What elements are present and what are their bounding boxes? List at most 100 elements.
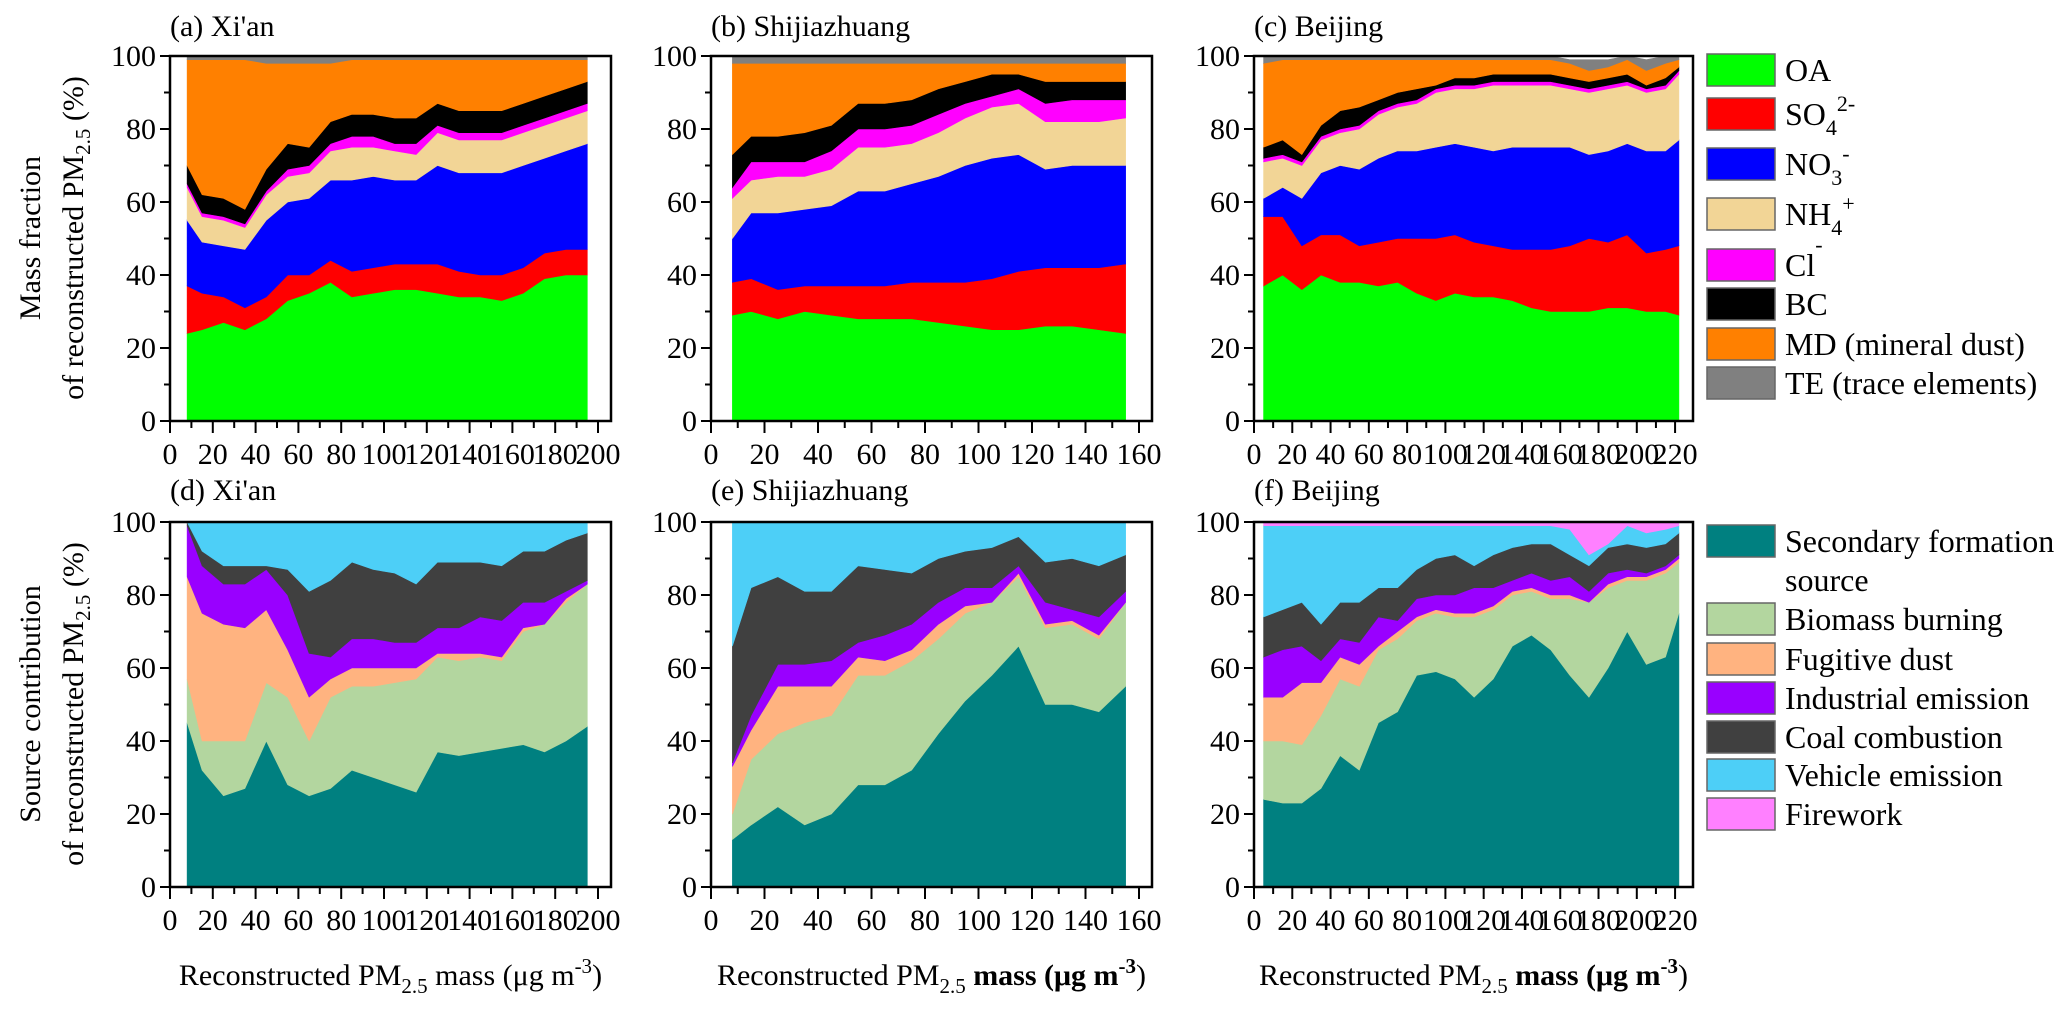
x-tick-label: 140 <box>447 904 492 937</box>
legend-label: NH4+ <box>1785 191 1855 240</box>
x-tick-label: 140 <box>1499 904 1544 937</box>
legend-label: Coal combustion <box>1785 719 2003 755</box>
legend-swatch <box>1706 642 1776 676</box>
legend-item: NH4+ <box>1706 191 1855 240</box>
x-tick-label: 100 <box>362 904 407 937</box>
x-tick-label: 40 <box>241 904 271 937</box>
y-tick-label: 20 <box>126 798 156 831</box>
x-tick-label: 200 <box>576 904 621 937</box>
y-tick-label: 0 <box>141 405 156 438</box>
legend-item: Biomass burning <box>1706 601 2003 637</box>
x-tick-label: 160 <box>490 904 535 937</box>
legend-label: Firework <box>1785 796 1902 832</box>
x-tick-label: 120 <box>404 438 449 471</box>
x-tick-label: 80 <box>910 904 940 937</box>
x-tick-label: 20 <box>198 438 228 471</box>
y-tick-label: 60 <box>1210 652 1240 685</box>
legend-swatch <box>1706 287 1776 321</box>
legend-swatch <box>1706 602 1776 636</box>
y-tick-label: 0 <box>682 871 697 904</box>
x-axis-title: Reconstructed PM2.5 mass (μg m-3) <box>717 954 1146 998</box>
y-tick-label: 20 <box>1210 332 1240 365</box>
panel-title: (c) Beijing <box>1254 10 1383 43</box>
y-axis-title-bottom: Source contribution <box>14 585 47 822</box>
y-tick-label: 80 <box>1210 113 1240 146</box>
panel-title: (e) Shijiazhuang <box>711 474 908 507</box>
y-tick-label: 100 <box>111 506 156 539</box>
x-tick-label: 140 <box>1063 438 1108 471</box>
x-tick-label: 120 <box>1461 904 1506 937</box>
y-tick-label: 40 <box>126 259 156 292</box>
y-tick-label: 60 <box>667 186 697 219</box>
panel-title: (a) Xi'an <box>170 10 275 43</box>
x-tick-label: 220 <box>1653 904 1698 937</box>
y-tick-label: 80 <box>667 579 697 612</box>
y-tick-label: 80 <box>126 579 156 612</box>
x-tick-label: 120 <box>1010 438 1055 471</box>
legend-swatch <box>1706 147 1776 181</box>
y-tick-label: 40 <box>126 725 156 758</box>
x-tick-label: 100 <box>1423 904 1468 937</box>
x-tick-label: 20 <box>1277 904 1307 937</box>
x-tick-label: 160 <box>1538 438 1583 471</box>
x-tick-label: 0 <box>163 904 178 937</box>
panel-b: 0 20 40 60 80 100 0 20 40 60 80 100 120 140 160 (b) Shi… <box>652 10 1162 471</box>
legend-label: OA <box>1785 52 1831 88</box>
legend-label: Biomass burning <box>1785 601 2003 637</box>
legend-item: BC <box>1706 286 1828 322</box>
legend-label: Cl- <box>1785 232 1823 283</box>
x-tick-label: 80 <box>1392 438 1422 471</box>
x-tick-label: 160 <box>1117 438 1162 471</box>
x-tick-label: 0 <box>704 904 719 937</box>
y-tick-label: 100 <box>111 40 156 73</box>
y-tick-label: 100 <box>1195 40 1240 73</box>
legend-item: NO3- <box>1706 141 1850 190</box>
x-tick-label: 180 <box>1576 438 1621 471</box>
panel-title: (f) Beijing <box>1254 474 1380 507</box>
x-tick-label: 140 <box>1499 438 1544 471</box>
x-tick-label: 220 <box>1653 438 1698 471</box>
legend-label: NO3- <box>1785 141 1850 190</box>
legend-item: Vehicle emission <box>1706 757 2003 793</box>
x-tick-label: 200 <box>576 438 621 471</box>
y-axis-title-top-line2: of reconstructed PM2.5 (%) <box>57 76 95 400</box>
x-tick-label: 60 <box>857 438 887 471</box>
y-tick-label: 60 <box>1210 186 1240 219</box>
x-tick-label: 200 <box>1614 438 1659 471</box>
y-tick-label: 100 <box>1195 506 1240 539</box>
y-tick-label: 100 <box>652 40 697 73</box>
legend-swatch <box>1706 758 1776 792</box>
x-tick-label: 180 <box>533 904 578 937</box>
legend-label-cont: source <box>1785 562 1869 598</box>
legend-label: TE (trace elements) <box>1785 365 2037 401</box>
y-tick-label: 40 <box>667 725 697 758</box>
y-tick-label: 40 <box>1210 725 1240 758</box>
x-tick-label: 20 <box>750 438 780 471</box>
x-tick-label: 100 <box>956 904 1001 937</box>
legend-item: Coal combustion <box>1706 719 2003 755</box>
area-composition-0 <box>732 311 1126 422</box>
x-tick-label: 100 <box>956 438 1001 471</box>
x-tick-label: 120 <box>1010 904 1055 937</box>
panel-title: (d) Xi'an <box>170 474 276 507</box>
x-tick-label: 180 <box>533 438 578 471</box>
x-tick-label: 120 <box>404 904 449 937</box>
x-tick-label: 160 <box>1117 904 1162 937</box>
x-tick-label: 60 <box>1354 438 1384 471</box>
x-tick-label: 40 <box>1316 904 1346 937</box>
x-tick-label: 180 <box>1576 904 1621 937</box>
legend-label: MD (mineral dust) <box>1785 326 2025 362</box>
legend-item: Firework <box>1706 796 1902 832</box>
legend-swatch <box>1706 248 1776 282</box>
y-tick-label: 80 <box>1210 579 1240 612</box>
y-tick-label: 80 <box>667 113 697 146</box>
legend-item: Cl- <box>1706 232 1823 283</box>
x-tick-label: 0 <box>163 438 178 471</box>
legend-label: BC <box>1785 286 1828 322</box>
